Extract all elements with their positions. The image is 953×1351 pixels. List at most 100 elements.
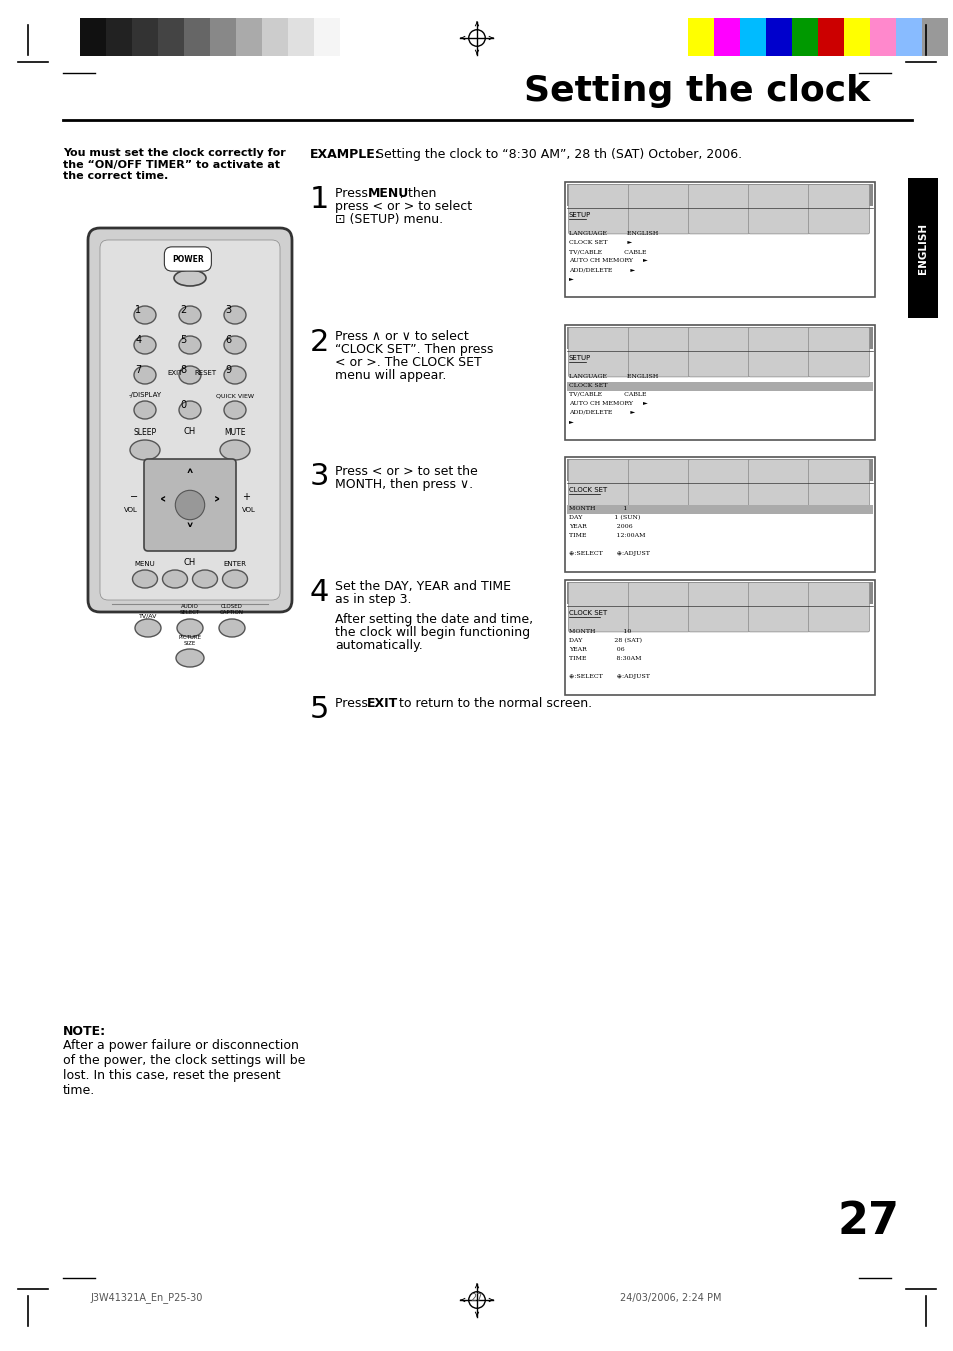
Bar — [564, 580, 874, 694]
FancyBboxPatch shape — [748, 327, 809, 377]
Text: EXAMPLE:: EXAMPLE: — [310, 149, 380, 161]
Text: CLOCK SET          ►: CLOCK SET ► — [568, 240, 632, 245]
Text: CLOCK SET: CLOCK SET — [568, 486, 607, 493]
Text: CH: CH — [184, 427, 196, 436]
Text: CH: CH — [184, 558, 196, 567]
Bar — [921, 18, 947, 55]
Ellipse shape — [224, 336, 246, 354]
Bar — [566, 582, 872, 604]
Ellipse shape — [179, 366, 201, 384]
Text: 5: 5 — [180, 335, 187, 345]
Ellipse shape — [179, 336, 201, 354]
Bar — [566, 327, 872, 349]
Text: “CLOCK SET”. Then press: “CLOCK SET”. Then press — [335, 343, 493, 357]
Text: 1: 1 — [310, 185, 329, 213]
Text: MUTE: MUTE — [224, 428, 246, 436]
Ellipse shape — [132, 570, 157, 588]
Ellipse shape — [130, 440, 160, 459]
Text: 3: 3 — [225, 304, 232, 315]
Text: < or >. The CLOCK SET: < or >. The CLOCK SET — [335, 357, 481, 369]
Text: YEAR               06: YEAR 06 — [568, 647, 624, 653]
FancyBboxPatch shape — [144, 459, 235, 551]
Ellipse shape — [193, 570, 217, 588]
Text: −: − — [130, 492, 138, 503]
Text: menu will appear.: menu will appear. — [335, 369, 446, 382]
Bar — [895, 18, 921, 55]
Text: AUTO CH MEMORY     ►: AUTO CH MEMORY ► — [568, 258, 647, 263]
Text: Press ∧ or ∨ to select: Press ∧ or ∨ to select — [335, 330, 468, 343]
Bar — [566, 505, 872, 513]
Circle shape — [175, 490, 205, 520]
FancyBboxPatch shape — [628, 459, 689, 509]
Bar — [158, 18, 184, 55]
Bar — [314, 18, 339, 55]
Text: MENU: MENU — [134, 561, 155, 567]
Ellipse shape — [133, 305, 156, 324]
Text: MONTH, then press ∨.: MONTH, then press ∨. — [335, 478, 473, 490]
FancyBboxPatch shape — [748, 459, 809, 509]
Text: 5: 5 — [310, 694, 329, 724]
FancyBboxPatch shape — [88, 228, 292, 612]
Text: Press: Press — [335, 186, 372, 200]
FancyBboxPatch shape — [807, 582, 868, 632]
FancyBboxPatch shape — [807, 327, 868, 377]
Text: Setting the clock: Setting the clock — [523, 74, 869, 108]
Ellipse shape — [224, 401, 246, 419]
Ellipse shape — [133, 336, 156, 354]
FancyBboxPatch shape — [568, 459, 629, 509]
Text: Press < or > to set the: Press < or > to set the — [335, 465, 477, 478]
Text: DAY                28 (SAT): DAY 28 (SAT) — [568, 638, 641, 643]
Text: Set the DAY, YEAR and TIME: Set the DAY, YEAR and TIME — [335, 580, 511, 593]
Ellipse shape — [133, 366, 156, 384]
Ellipse shape — [173, 270, 206, 286]
Bar — [564, 326, 874, 440]
Text: PICTURE
SIZE: PICTURE SIZE — [178, 635, 201, 646]
Bar — [843, 18, 869, 55]
Text: SLEEP: SLEEP — [133, 428, 156, 436]
FancyBboxPatch shape — [628, 327, 689, 377]
Text: TIME               12:00AM: TIME 12:00AM — [568, 534, 645, 538]
Text: MONTH              1: MONTH 1 — [568, 507, 627, 511]
Text: ⊕:SELECT       ⊕:ADJUST: ⊕:SELECT ⊕:ADJUST — [568, 551, 649, 557]
Text: 4: 4 — [310, 578, 329, 607]
Bar — [566, 459, 872, 481]
Bar — [687, 18, 713, 55]
Text: TV/CABLE           CABLE: TV/CABLE CABLE — [568, 392, 646, 397]
Bar — [132, 18, 158, 55]
Bar — [184, 18, 210, 55]
Text: +: + — [242, 492, 250, 503]
FancyBboxPatch shape — [568, 185, 629, 234]
Text: ˅: ˅ — [186, 523, 194, 542]
Text: TV/CABLE           CABLE: TV/CABLE CABLE — [568, 249, 646, 254]
Text: ADD/DELETE         ►: ADD/DELETE ► — [568, 267, 635, 272]
Text: POWER: POWER — [172, 254, 204, 263]
Text: SETUP: SETUP — [568, 212, 591, 218]
FancyBboxPatch shape — [100, 240, 280, 600]
Text: ►: ► — [568, 419, 573, 424]
Text: CLOCK SET: CLOCK SET — [568, 611, 607, 616]
Text: SETUP: SETUP — [568, 355, 591, 361]
Text: NOTE:: NOTE: — [63, 1025, 106, 1038]
Text: 8: 8 — [180, 365, 186, 374]
Bar — [564, 457, 874, 571]
Bar — [907, 178, 937, 317]
Text: After setting the date and time,: After setting the date and time, — [335, 613, 533, 626]
Text: After a power failure or disconnection
of the power, the clock settings will be
: After a power failure or disconnection o… — [63, 1039, 305, 1097]
Bar — [713, 18, 740, 55]
Bar — [235, 18, 262, 55]
Text: ►: ► — [568, 276, 573, 281]
Text: 0: 0 — [180, 400, 186, 409]
Text: ˂: ˂ — [158, 496, 167, 513]
FancyBboxPatch shape — [628, 582, 689, 632]
Bar — [566, 382, 872, 390]
FancyBboxPatch shape — [568, 582, 629, 632]
Text: AUDIO
SELECT: AUDIO SELECT — [180, 604, 200, 615]
Text: TIME               8:30AM: TIME 8:30AM — [568, 657, 640, 661]
Bar — [564, 182, 874, 297]
Text: 6: 6 — [225, 335, 232, 345]
Text: ENGLISH: ENGLISH — [917, 223, 927, 273]
Bar — [80, 18, 106, 55]
Text: YEAR               2006: YEAR 2006 — [568, 524, 632, 530]
FancyBboxPatch shape — [748, 185, 809, 234]
Bar — [791, 18, 817, 55]
